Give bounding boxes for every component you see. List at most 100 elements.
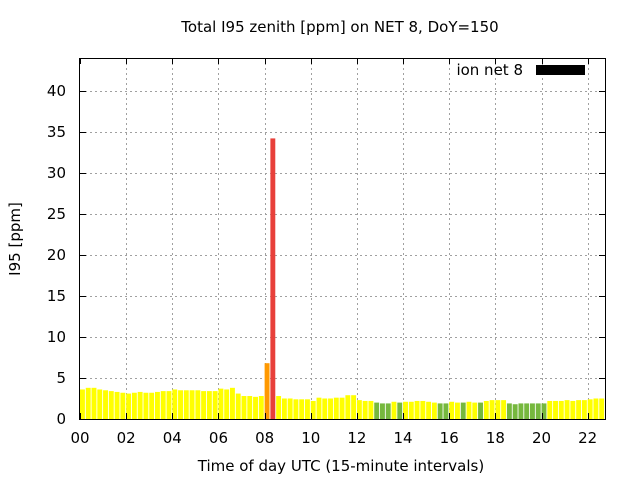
x-tick-label: 08 bbox=[255, 429, 274, 447]
legend-label: ion net 8 bbox=[456, 61, 523, 79]
bar bbox=[472, 402, 478, 419]
bar bbox=[535, 403, 541, 419]
bar bbox=[547, 400, 553, 419]
bar bbox=[449, 401, 455, 419]
plot-frame bbox=[79, 58, 606, 420]
bar bbox=[483, 400, 489, 419]
x-tick-label: 18 bbox=[486, 429, 505, 447]
bar bbox=[403, 401, 408, 419]
y-tick-label: 30 bbox=[47, 164, 66, 182]
chart-title: Total I95 zenith [ppm] on NET 8, DoY=150 bbox=[180, 18, 498, 36]
bar bbox=[276, 396, 282, 419]
bar bbox=[91, 387, 97, 419]
bar bbox=[576, 400, 582, 419]
bar bbox=[414, 400, 420, 419]
bar bbox=[166, 391, 172, 419]
bar bbox=[455, 402, 460, 419]
bar bbox=[328, 398, 333, 419]
bar bbox=[120, 392, 126, 419]
bar bbox=[131, 392, 137, 419]
bar bbox=[224, 389, 230, 419]
y-axis-label: I95 [ppm] bbox=[6, 202, 24, 276]
bar bbox=[172, 389, 178, 419]
bar bbox=[241, 396, 247, 419]
bar bbox=[212, 391, 218, 419]
bar bbox=[218, 388, 224, 419]
bar bbox=[97, 389, 103, 419]
bar bbox=[380, 403, 385, 419]
legend: ion net 8 bbox=[456, 61, 585, 79]
bar bbox=[287, 398, 293, 419]
x-tick-label: 00 bbox=[70, 429, 89, 447]
bar bbox=[420, 400, 426, 419]
bar bbox=[126, 393, 132, 419]
bar bbox=[114, 391, 120, 419]
bar bbox=[437, 403, 443, 419]
y-tick-label: 10 bbox=[47, 328, 66, 346]
bar bbox=[178, 390, 183, 419]
bar bbox=[495, 400, 501, 419]
bar bbox=[345, 395, 351, 419]
x-tick-label: 22 bbox=[578, 429, 597, 447]
bar bbox=[501, 400, 507, 419]
bar bbox=[478, 402, 483, 419]
x-tick-label: 06 bbox=[209, 429, 228, 447]
y-tick-labels: 0 5 10 15 20 25 30 35 40 bbox=[47, 82, 66, 428]
bar bbox=[408, 401, 414, 419]
x-tick-label: 12 bbox=[347, 429, 366, 447]
bar bbox=[385, 403, 391, 419]
bar bbox=[593, 398, 599, 419]
bar bbox=[201, 391, 207, 419]
bar bbox=[553, 400, 558, 419]
bar bbox=[374, 402, 380, 419]
y-tick-label: 35 bbox=[47, 123, 66, 141]
bar bbox=[426, 401, 432, 419]
bar bbox=[264, 363, 270, 419]
x-tick-label: 20 bbox=[532, 429, 551, 447]
y-tick-label: 15 bbox=[47, 287, 66, 305]
bar bbox=[235, 393, 241, 419]
bar bbox=[351, 395, 357, 419]
bar bbox=[322, 398, 328, 419]
x-tick-label: 16 bbox=[440, 429, 459, 447]
x-tick-label: 04 bbox=[163, 429, 182, 447]
x-tick-label: 02 bbox=[117, 429, 136, 447]
bar bbox=[103, 390, 108, 419]
bar bbox=[310, 400, 316, 419]
x-tick-labels: 00 02 04 06 08 10 12 14 16 18 20 22 bbox=[70, 429, 597, 447]
bar bbox=[506, 403, 512, 419]
bar bbox=[160, 391, 166, 419]
bar bbox=[108, 391, 114, 419]
y-tick-label: 0 bbox=[56, 410, 66, 428]
bar bbox=[443, 403, 449, 419]
bar bbox=[512, 404, 518, 419]
bars bbox=[80, 138, 605, 419]
bar bbox=[530, 403, 535, 419]
bar bbox=[356, 400, 362, 419]
y-tick-label: 20 bbox=[47, 246, 66, 264]
bar bbox=[362, 400, 368, 419]
bar bbox=[80, 389, 85, 419]
x-tick-label: 14 bbox=[394, 429, 413, 447]
y-tick-label: 5 bbox=[56, 369, 66, 387]
bar bbox=[466, 401, 472, 419]
y-tick-label: 25 bbox=[47, 205, 66, 223]
y-tick-label: 40 bbox=[47, 82, 66, 100]
bar bbox=[431, 402, 437, 419]
bar bbox=[524, 403, 530, 419]
x-axis-label: Time of day UTC (15-minute intervals) bbox=[197, 457, 484, 475]
bar bbox=[339, 397, 345, 419]
grid-lines bbox=[80, 58, 605, 419]
bar bbox=[258, 396, 264, 419]
bar bbox=[253, 396, 258, 419]
bar bbox=[230, 387, 235, 419]
bar bbox=[206, 391, 212, 419]
bar bbox=[195, 390, 201, 419]
tick-marks bbox=[80, 58, 605, 420]
legend-swatch bbox=[536, 65, 585, 75]
bar bbox=[581, 400, 587, 419]
bar bbox=[183, 390, 189, 419]
bar bbox=[137, 391, 143, 419]
bar bbox=[155, 391, 160, 419]
